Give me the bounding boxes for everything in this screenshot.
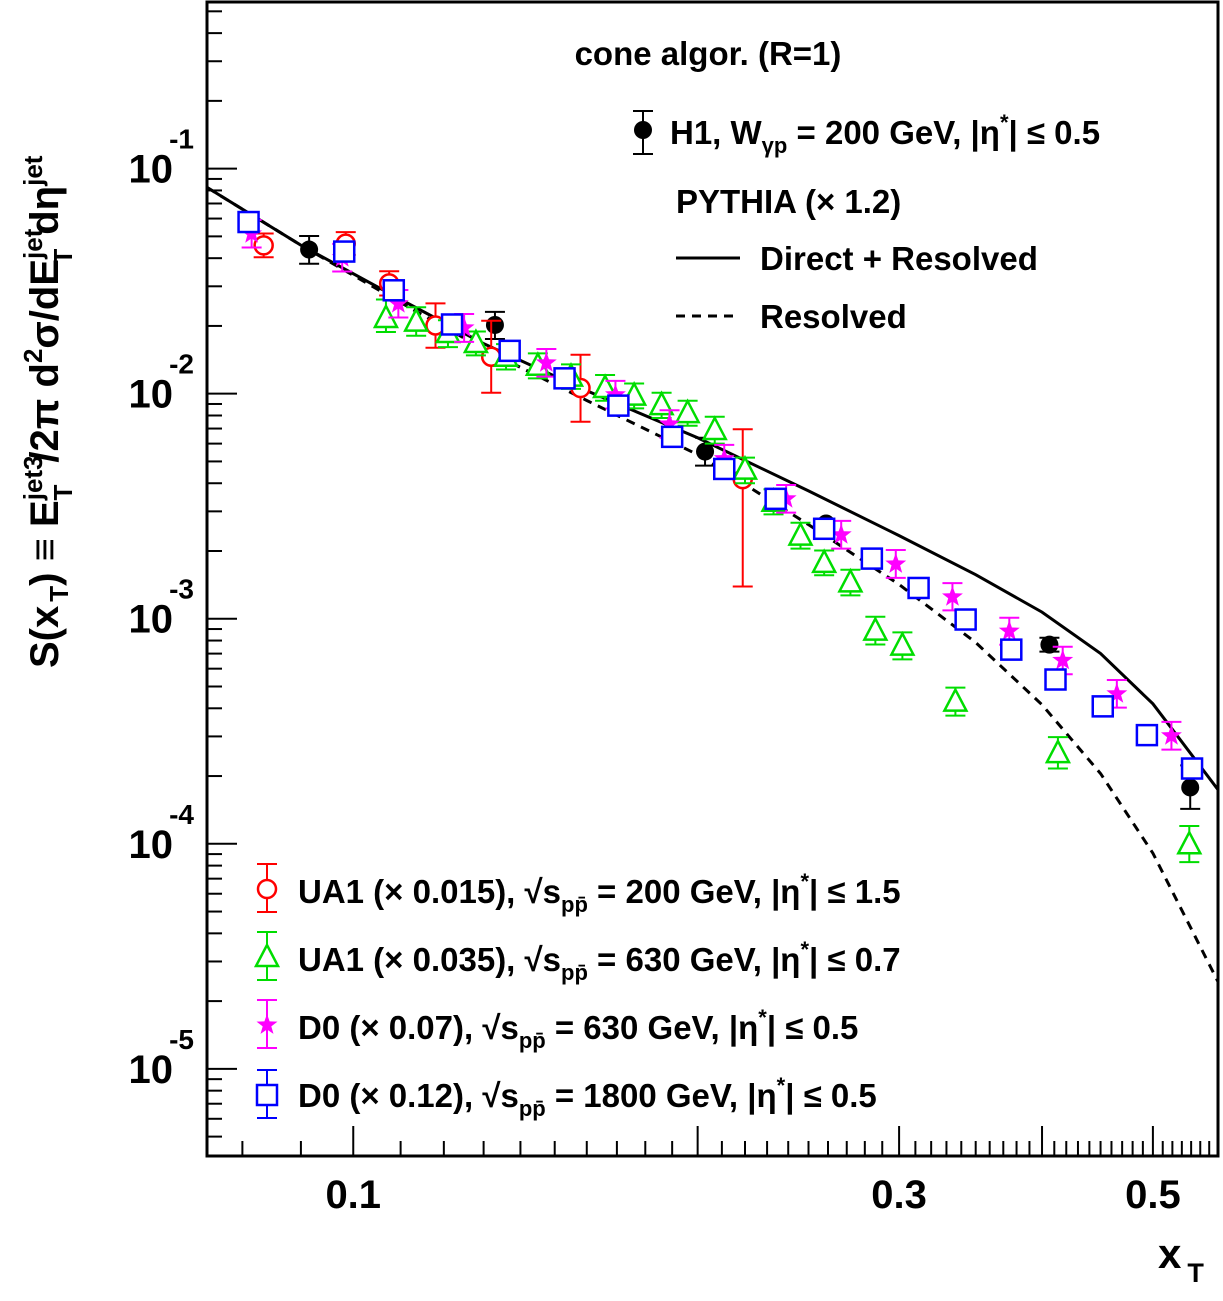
legend-bottom: UA1 (× 0.015), √spp̄ = 200 GeV, |η*| ≤ 1…	[253, 863, 901, 1121]
data-point-ua1-630	[837, 567, 864, 593]
data-point-d0-1800	[440, 313, 464, 336]
legend-label-d0-630: D0 (× 0.07), √spp̄ = 630 GeV, |η*| ≤ 0.5	[298, 1005, 858, 1053]
data-point-ua1-630	[701, 415, 728, 441]
y-tick-label: 10	[129, 148, 174, 192]
legend-label-direct-resolved: Direct + Resolved	[760, 240, 1038, 277]
data-point-d0-630	[453, 316, 475, 337]
series-d0-1800	[237, 210, 1204, 780]
legend-marker-d0-630	[256, 999, 278, 1049]
data-point-d0-630	[885, 553, 907, 573]
data-point-ua1-630	[811, 548, 838, 574]
legend-marker-h1	[633, 110, 653, 155]
series-d0-630	[241, 219, 1182, 751]
data-point-d0-630	[659, 413, 680, 433]
data-point-d0-1800	[1091, 695, 1115, 718]
data-point-d0-630	[1052, 649, 1074, 670]
data-point-h1	[1181, 778, 1200, 797]
data-point-h1	[300, 240, 319, 259]
data-point-ua1-630	[648, 390, 675, 416]
data-point-d0-1800	[607, 394, 630, 417]
x-tick-label: 0.5	[1125, 1173, 1181, 1217]
data-point-d0-630	[830, 523, 852, 544]
y-tick-label: 10	[129, 823, 174, 867]
x-axis: 0.1 0.3 0.5	[241, 1126, 1219, 1217]
data-point-d0-1800	[1044, 668, 1067, 691]
data-point-ua1-630	[1176, 829, 1203, 855]
legend-marker-ua1-200	[256, 863, 278, 913]
data-point-d0-1800	[553, 367, 576, 390]
series-ua1-630	[372, 298, 1203, 864]
data-point-d0-1800	[1135, 723, 1159, 747]
data-point-d0-630	[387, 292, 409, 313]
x-tick-label: 0.3	[871, 1173, 927, 1217]
data-point-ua1-630	[1044, 738, 1071, 764]
legend-label-ua1-630: UA1 (× 0.035), √spp̄ = 630 GeV, |η*| ≤ 0…	[298, 937, 901, 985]
data-point-ua1-630	[403, 306, 430, 332]
data-point-h1	[485, 315, 504, 334]
data-point-ua1-630	[731, 454, 759, 480]
legend-label-d0-1800: D0 (× 0.12), √spp̄ = 1800 GeV, |η*| ≤ 0.…	[298, 1073, 877, 1121]
data-points	[237, 210, 1204, 864]
legend-marker-h1	[634, 121, 652, 139]
y-tick-exponent: -3	[169, 574, 194, 605]
data-point-d0-630	[605, 383, 626, 404]
data-point-ua1-630	[787, 520, 814, 546]
data-point-d0-1800	[954, 608, 977, 631]
data-point-d0-630	[1161, 724, 1182, 745]
data-point-d0-1800	[1180, 757, 1204, 780]
model-curves	[206, 186, 1220, 983]
data-point-d0-1800	[660, 425, 684, 449]
plot-frame	[205, 0, 1220, 1158]
data-point-d0-630	[713, 447, 735, 468]
data-point-ua1-630	[372, 303, 400, 329]
y-axis: 10-110-210-310-410-5	[129, 10, 237, 1138]
data-point-ua1-630	[942, 686, 969, 712]
y-tick-exponent: -4	[169, 799, 194, 830]
y-axis-title: S(xT) ≡ Ejet3T/2π d2σ/dEjetTdηjet	[18, 155, 78, 668]
data-point-d0-1800	[907, 576, 930, 600]
data-point-d0-1800	[1000, 638, 1023, 661]
legend-marker-d0-1800	[255, 1083, 279, 1107]
legend-top: H1, Wγp = 200 GeV, |η*| ≤ 0.5 PYTHIA (× …	[633, 110, 1100, 335]
data-point-d0-1800	[382, 279, 406, 302]
legend-marker-d0-1800	[255, 1069, 279, 1119]
data-point-d0-1800	[237, 210, 260, 234]
data-point-ua1-630	[862, 615, 889, 641]
data-point-d0-1800	[498, 339, 521, 363]
data-point-d0-1800	[812, 517, 836, 541]
legend-marker-ua1-200	[256, 878, 278, 900]
chart-title: cone algor. (R=1)	[575, 35, 842, 72]
data-point-h1	[1040, 635, 1059, 654]
y-tick-exponent: -1	[169, 124, 194, 155]
data-point-d0-630	[998, 620, 1020, 640]
y-tick-exponent: -2	[169, 349, 194, 380]
y-tick-label: 10	[129, 1048, 174, 1092]
data-point-ua1-200	[253, 235, 274, 256]
legend-label-ua1-200: UA1 (× 0.015), √spp̄ = 200 GeV, |η*| ≤ 1…	[298, 869, 901, 917]
y-tick-label: 10	[129, 598, 174, 642]
legend-label-h1: H1, Wγp = 200 GeV, |η*| ≤ 0.5	[670, 110, 1100, 158]
data-point-d0-1800	[712, 457, 736, 481]
legend-marker-d0-630	[256, 1014, 278, 1034]
data-point-d0-630	[942, 585, 963, 606]
data-point-h1	[696, 442, 715, 461]
legend-marker-ua1-630	[253, 942, 281, 968]
data-point-d0-630	[535, 351, 557, 372]
data-point-d0-1800	[860, 547, 884, 570]
curve-resolved	[206, 186, 1220, 983]
y-tick-label: 10	[129, 373, 174, 417]
x-tick-label: 0.1	[325, 1173, 381, 1217]
data-point-ua1-630	[889, 630, 916, 656]
data-point-d0-630	[1106, 682, 1128, 703]
legend-label-pythia: PYTHIA (× 1.2)	[676, 183, 901, 220]
data-point-ua1-630	[674, 398, 701, 424]
y-tick-exponent: -5	[169, 1024, 194, 1055]
legend-marker-ua1-630	[253, 931, 281, 981]
legend-label-resolved: Resolved	[760, 298, 907, 335]
data-point-d0-1800	[764, 487, 787, 511]
data-point-d0-1800	[332, 240, 356, 263]
